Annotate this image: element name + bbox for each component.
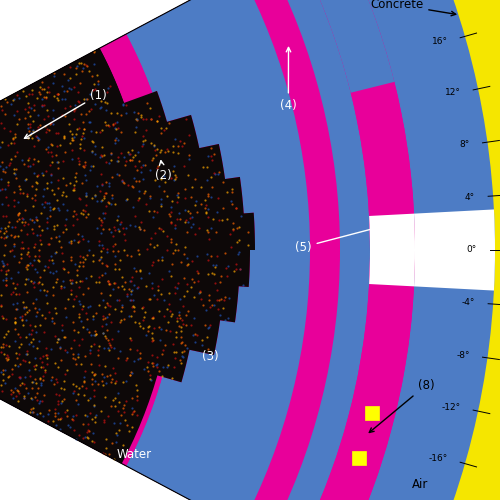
Wedge shape <box>414 210 495 290</box>
Text: (3): (3) <box>202 350 218 364</box>
Text: -8°: -8° <box>456 351 469 360</box>
Text: (7): (7) <box>0 499 1 500</box>
Text: 0°: 0° <box>467 246 477 254</box>
Bar <box>352 450 366 464</box>
Wedge shape <box>0 0 340 500</box>
Text: (2): (2) <box>155 160 172 182</box>
Wedge shape <box>369 214 415 286</box>
Wedge shape <box>0 0 310 500</box>
Text: Air: Air <box>412 478 428 491</box>
Text: (5): (5) <box>295 227 376 254</box>
Text: -12°: -12° <box>442 403 460 412</box>
Polygon shape <box>100 34 255 466</box>
Text: Water: Water <box>117 448 152 462</box>
Wedge shape <box>294 0 394 93</box>
Text: 4°: 4° <box>465 192 475 202</box>
Wedge shape <box>0 34 180 466</box>
Text: (1): (1) <box>24 88 107 138</box>
Wedge shape <box>0 0 415 500</box>
Text: 16°: 16° <box>432 37 448 46</box>
Text: Concrete: Concrete <box>370 0 456 16</box>
Bar <box>365 406 379 419</box>
Text: (4): (4) <box>280 48 297 112</box>
Text: -16°: -16° <box>428 454 448 463</box>
Text: -4°: -4° <box>462 298 475 308</box>
Polygon shape <box>0 48 255 464</box>
Wedge shape <box>0 48 150 452</box>
Wedge shape <box>294 82 415 500</box>
Text: (8): (8) <box>370 378 434 432</box>
Text: 12°: 12° <box>444 88 460 97</box>
Text: 8°: 8° <box>460 140 469 149</box>
Wedge shape <box>0 0 370 500</box>
